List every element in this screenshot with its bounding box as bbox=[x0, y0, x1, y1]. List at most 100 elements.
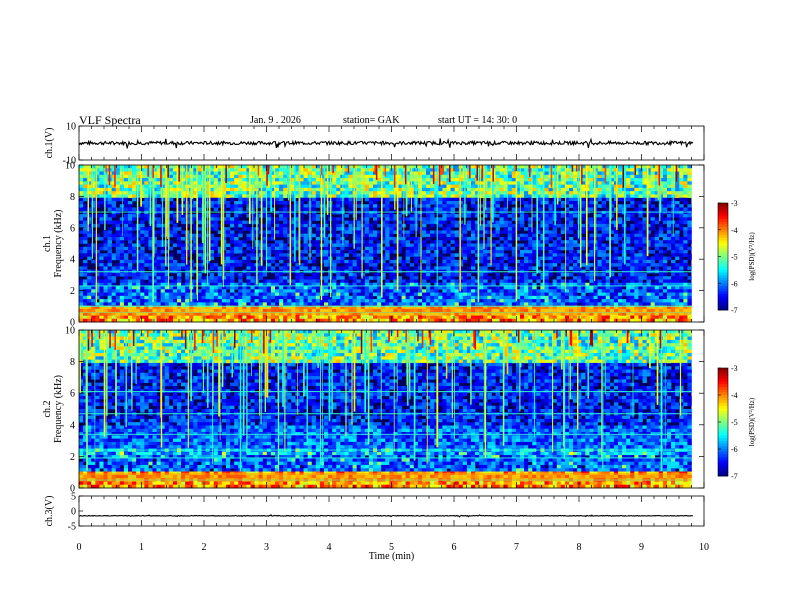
spectrogram-ch1-cell bbox=[266, 223, 272, 228]
spectrogram-ch1-cell bbox=[197, 253, 202, 257]
spectrogram-ch1-cell bbox=[385, 250, 390, 254]
spectrogram-ch1-cell bbox=[446, 207, 451, 212]
spectrogram-ch1-cell bbox=[462, 243, 468, 248]
spectrogram-ch1-cell bbox=[79, 315, 84, 320]
spectrogram-ch1-cell bbox=[238, 240, 243, 244]
spectrogram-ch1-cell bbox=[417, 200, 423, 205]
spectrogram-ch1-cell bbox=[213, 227, 219, 231]
spectrogram-ch1-cell bbox=[315, 187, 321, 192]
spectrogram-ch1-cell bbox=[450, 318, 455, 323]
spectrogram-ch1-cell bbox=[226, 259, 231, 264]
spectrogram-ch1-cell bbox=[426, 263, 431, 267]
spectrogram-ch1-cell bbox=[397, 174, 402, 179]
spectrogram-ch1-cell bbox=[160, 286, 166, 290]
spectrogram-ch1-cell bbox=[344, 230, 349, 234]
spectrogram-ch1-cell bbox=[511, 233, 517, 238]
spectrogram-ch1-cell bbox=[230, 318, 235, 323]
spectrogram-ch1-cell bbox=[332, 191, 337, 195]
spectrogram-ch1-cell bbox=[234, 191, 239, 195]
spectrogram-ch1-cell bbox=[140, 302, 145, 306]
spectrogram-ch1-cell bbox=[246, 246, 251, 251]
spectrogram-ch1-cell bbox=[283, 282, 288, 287]
spectrogram-ch1-cell bbox=[487, 168, 492, 172]
spectrogram-ch1-cell bbox=[356, 292, 362, 297]
spectrogram-ch1-cell bbox=[360, 210, 366, 215]
spectrogram-ch1-cell bbox=[450, 302, 455, 306]
spectrogram-ch1-cell bbox=[140, 315, 145, 320]
spectrogram-ch1-cell bbox=[299, 315, 304, 320]
spectrogram-ch1-cell bbox=[226, 279, 231, 284]
spectrogram-ch1-cell bbox=[324, 279, 329, 284]
spectrogram-ch1-cell bbox=[315, 197, 321, 202]
spectrogram-ch1-cell bbox=[426, 250, 431, 254]
spectrogram-ch1-cell bbox=[368, 276, 374, 280]
spectrogram-ch1-cell bbox=[368, 250, 374, 254]
spectrogram-ch1-cell bbox=[128, 243, 133, 248]
spectrogram-ch1-cell bbox=[226, 204, 231, 208]
spectrogram-ch1-cell bbox=[368, 302, 374, 306]
spectrogram-ch1-cell bbox=[115, 256, 121, 261]
spectrogram-ch1-cell bbox=[336, 220, 341, 225]
spectrogram-ch1-cell bbox=[217, 197, 223, 202]
spectrogram-ch1-cell bbox=[185, 315, 190, 320]
spectrogram-ch1-cell bbox=[238, 210, 243, 215]
spectrogram-ch1-cell bbox=[434, 253, 439, 257]
spectrogram-ch1-cell bbox=[262, 184, 268, 189]
spectrogram-ch1-cell bbox=[540, 318, 545, 323]
spectrogram-ch1-cell bbox=[548, 214, 553, 218]
spectrogram-ch1-cell bbox=[197, 178, 202, 182]
spectrogram-ch1-cell bbox=[397, 210, 402, 215]
spectrogram-ch1-cell bbox=[499, 282, 504, 287]
spectrogram-ch1-cell bbox=[536, 318, 541, 323]
spectrogram-ch1-cell bbox=[79, 295, 84, 300]
spectrogram-ch1-cell bbox=[160, 282, 166, 287]
spectrogram-ch1-cell bbox=[393, 250, 398, 254]
spectrogram-ch1-cell bbox=[242, 191, 247, 195]
spectrogram-ch1-cell bbox=[434, 295, 439, 300]
spectrogram-ch1-cell bbox=[446, 178, 451, 182]
spectrogram-ch1-cell bbox=[381, 227, 386, 231]
spectrogram-ch1-cell bbox=[291, 217, 296, 221]
spectrogram-ch1-cell bbox=[279, 318, 284, 323]
spectrogram-ch1-cell bbox=[413, 292, 419, 297]
spectrogram-ch1-cell bbox=[270, 220, 276, 225]
spectrogram-ch1-cell bbox=[238, 279, 243, 284]
spectrogram-ch1-cell bbox=[242, 250, 247, 254]
spectrogram-ch1-cell bbox=[393, 227, 398, 231]
spectrogram-ch1-cell bbox=[430, 246, 435, 251]
spectrogram-ch1-cell bbox=[79, 292, 84, 297]
spectrogram-ch1-cell bbox=[213, 168, 219, 172]
spectrogram-ch1-cell bbox=[397, 295, 402, 300]
spectrogram-ch1-cell bbox=[352, 315, 357, 320]
spectrogram-ch1-cell bbox=[217, 315, 223, 320]
spectrogram-ch1-cell bbox=[197, 243, 202, 248]
spectrogram-ch1-cell bbox=[560, 286, 566, 290]
spectrogram-ch1-cell bbox=[287, 210, 292, 215]
spectrogram-ch1-cell bbox=[491, 256, 496, 261]
spectrogram-ch1-cell bbox=[381, 181, 386, 185]
spectrogram-ch1-cell bbox=[446, 197, 451, 202]
spectrogram-ch1-cell bbox=[213, 253, 219, 257]
spectrogram-ch1-cell bbox=[364, 178, 370, 182]
spectrogram-ch1-cell bbox=[389, 240, 394, 244]
spectrogram-ch1-cell bbox=[83, 210, 88, 215]
spectrogram-ch1-cell bbox=[234, 243, 239, 248]
spectrogram-ch1-cell bbox=[148, 302, 153, 306]
spectrogram-ch1-cell bbox=[99, 289, 104, 293]
spectrogram-ch1-cell bbox=[303, 227, 308, 231]
spectrogram-ch1-cell bbox=[303, 233, 308, 238]
spectrogram-ch1-cell bbox=[548, 223, 553, 228]
spectrogram-ch1-cell bbox=[540, 200, 545, 205]
spectrogram-ch1-cell bbox=[466, 289, 472, 293]
spectrogram-ch1-cell bbox=[168, 315, 174, 320]
spectrogram-ch1-cell bbox=[332, 197, 337, 202]
spectrogram-ch1-cell bbox=[381, 204, 386, 208]
spectrogram-ch1-cell bbox=[364, 292, 370, 297]
spectrogram-ch1-cell bbox=[193, 279, 198, 284]
spectrogram-ch1-cell bbox=[434, 165, 439, 169]
spectrogram-ch1-cell bbox=[373, 184, 378, 189]
spectrogram-ch1-cell bbox=[422, 184, 427, 189]
spectrogram-ch1-cell bbox=[381, 240, 386, 244]
spectrogram-ch1-cell bbox=[466, 181, 472, 185]
spectrogram-ch1-cell bbox=[226, 184, 231, 189]
